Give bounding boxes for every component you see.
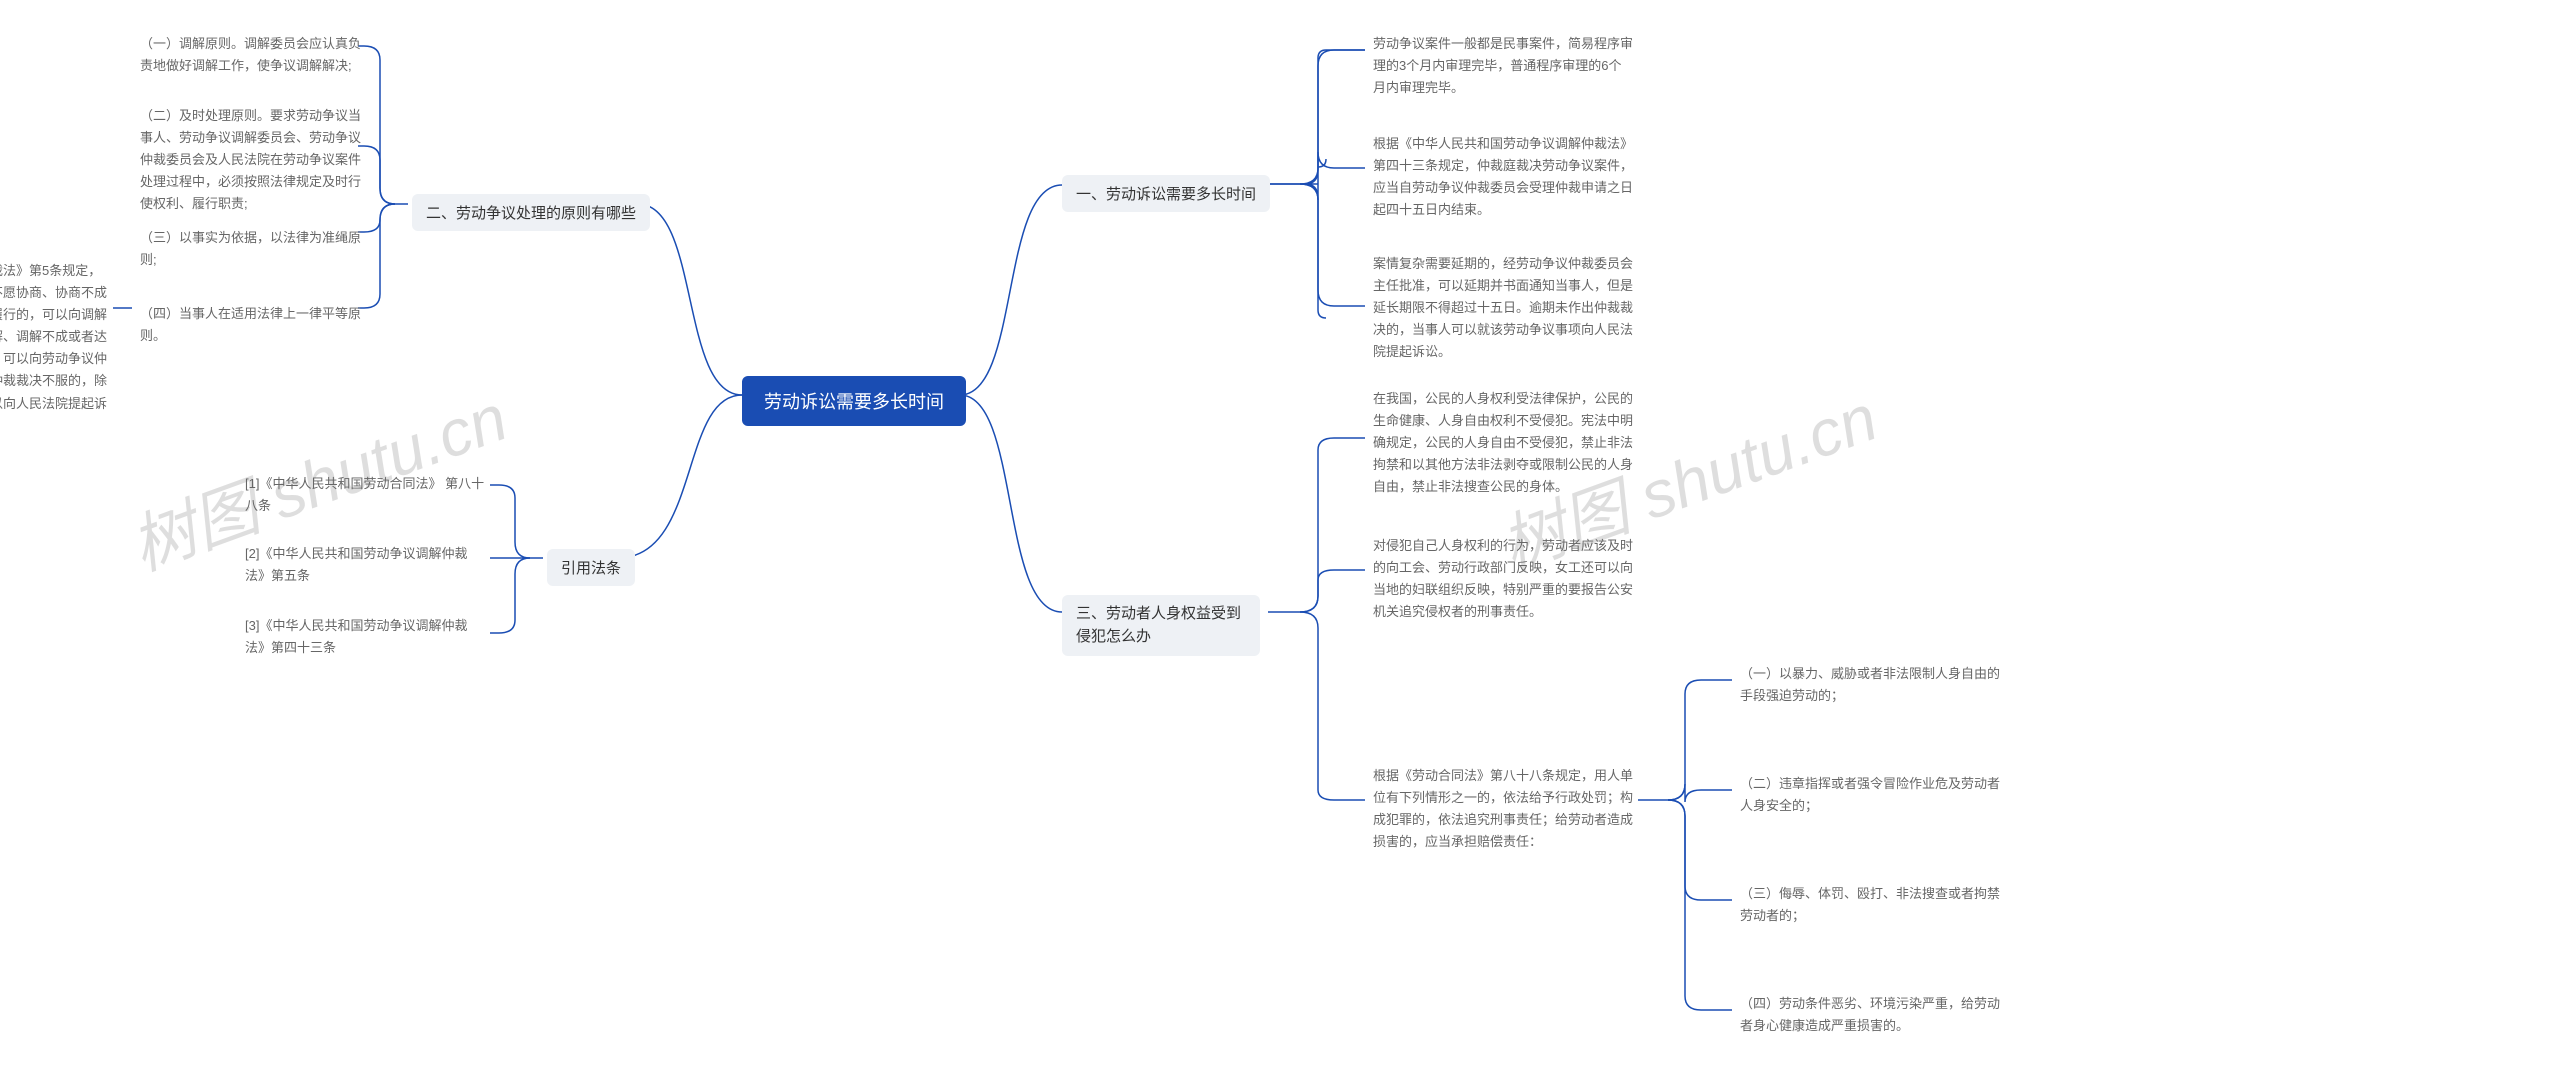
branch-1[interactable]: 一、劳动诉讼需要多长时间 [1062, 175, 1270, 212]
leaf-2d[interactable]: （四）当事人在适用法律上一律平等原则。 [140, 303, 365, 347]
leaf-3b[interactable]: 对侵犯自己人身权利的行为，劳动者应该及时的向工会、劳动行政部门反映，女工还可以向… [1373, 535, 1633, 623]
leaf-2c[interactable]: （三）以事实为依据，以法律为准绳原则; [140, 227, 365, 271]
leaf-1c[interactable]: 案情复杂需要延期的，经劳动争议仲裁委员会主任批准，可以延期并书面通知当事人，但是… [1373, 253, 1633, 363]
leaf-3c[interactable]: 根据《劳动合同法》第八十八条规定，用人单位有下列情形之一的，依法给予行政处罚；构… [1373, 765, 1633, 853]
leaf-3c1[interactable]: （一）以暴力、威胁或者非法限制人身自由的手段强迫劳动的； [1740, 663, 2000, 707]
leaf-1b[interactable]: 根据《中华人民共和国劳动争议调解仲裁法》第四十三条规定，仲裁庭裁决劳动争议案件，… [1373, 133, 1633, 221]
leaf-3c2[interactable]: （二）违章指挥或者强令冒险作业危及劳动者人身安全的； [1740, 773, 2000, 817]
leaf-2b[interactable]: （二）及时处理原则。要求劳动争议当事人、劳动争议调解委员会、劳动争议仲裁委员会及… [140, 105, 365, 215]
leaf-4c[interactable]: [3]《中华人民共和国劳动争议调解仲裁法》第四十三条 [245, 615, 485, 659]
branch-4[interactable]: 引用法条 [547, 549, 635, 586]
leaf-2d-sub[interactable]: 根据《劳动争议调解仲裁法》第5条规定，发生劳动争议，当事人不愿协商、协商不成或者… [0, 260, 110, 437]
leaf-1a[interactable]: 劳动争议案件一般都是民事案件，简易程序审理的3个月内审理完毕，普通程序审理的6个… [1373, 33, 1633, 99]
leaf-3a[interactable]: 在我国，公民的人身权利受法律保护，公民的生命健康、人身自由权利不受侵犯。宪法中明… [1373, 388, 1633, 498]
leaf-2a[interactable]: （一）调解原则。调解委员会应认真负责地做好调解工作，使争议调解解决; [140, 33, 365, 77]
branch-3[interactable]: 三、劳动者人身权益受到侵犯怎么办 [1062, 595, 1260, 656]
leaf-3c4[interactable]: （四）劳动条件恶劣、环境污染严重，给劳动者身心健康造成严重损害的。 [1740, 993, 2000, 1037]
branch-2[interactable]: 二、劳动争议处理的原则有哪些 [412, 194, 650, 231]
leaf-3c3[interactable]: （三）侮辱、体罚、殴打、非法搜查或者拘禁劳动者的； [1740, 883, 2000, 927]
central-topic[interactable]: 劳动诉讼需要多长时间 [742, 376, 966, 426]
leaf-4b[interactable]: [2]《中华人民共和国劳动争议调解仲裁法》第五条 [245, 543, 485, 587]
leaf-4a[interactable]: [1]《中华人民共和国劳动合同法》 第八十八条 [245, 473, 485, 517]
